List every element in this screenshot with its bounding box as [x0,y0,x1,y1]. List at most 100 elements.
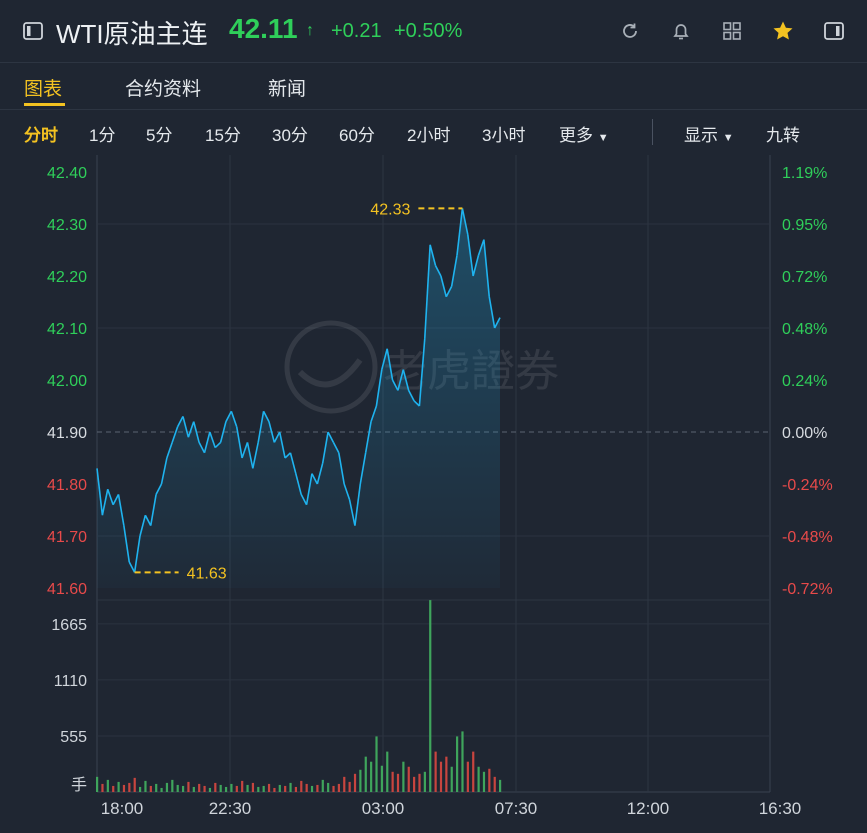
price-point [155,483,163,495]
volume-bar [128,782,131,792]
x-tick-label: 22:30 [209,799,252,818]
volume-bar [246,784,249,792]
volume-axis-label: 555 [60,729,87,746]
volume-bar [353,773,357,792]
volume-bar [112,785,115,792]
display-dropdown[interactable]: 显示 ▼ [684,121,734,146]
volume-bar [493,776,496,792]
percent-axis-label: -0.24% [782,477,833,494]
volume-bar [364,756,367,792]
star-favorite-icon[interactable] [770,18,796,44]
tab-contract-info[interactable]: 合约资料 [125,79,202,100]
volume-bar [171,779,174,792]
period-5min[interactable]: 5分 [146,126,173,145]
x-tick-label: 18:00 [101,799,144,818]
axis-labels: 18:00 22:30 03:00 07:30 12:00 16:30 42.40 1.19%… [47,165,833,818]
x-tick-label: 07:30 [495,799,538,818]
price-point [370,405,378,422]
volume-bar [380,765,383,792]
toolbar-divider [652,119,653,145]
grid-layout-icon[interactable] [719,18,745,44]
volume-bar [165,782,169,792]
period-2hour[interactable]: 2小时 [407,126,451,145]
period-3hour[interactable]: 3小时 [482,126,526,145]
period-1min[interactable]: 1分 [89,126,116,145]
price-point [182,416,190,438]
price-point [112,494,120,506]
period-60min[interactable]: 60分 [339,126,375,145]
more-label: 更多 [559,126,593,145]
price-point [402,369,410,391]
tab-chart[interactable]: 图表 [24,79,63,100]
price-axis-label: 42.20 [47,269,87,286]
volume-bar [337,783,340,792]
price-change-percent: +0.50% [394,20,463,42]
instrument-name: WTI原油主连 [56,19,208,49]
jiuzhuan-button[interactable]: 九转 [766,126,800,145]
price-point [187,421,195,438]
volume-bar [187,781,190,792]
volume-bar [466,761,469,792]
side-panel-icon[interactable] [821,18,847,44]
volume-bar [155,783,158,792]
period-timeshare[interactable]: 分时 [24,126,58,145]
more-periods-dropdown[interactable]: 更多 ▼ [559,121,609,146]
percent-axis-label: -0.72% [782,581,833,598]
bell-icon[interactable] [668,18,694,44]
volume-bar [181,785,185,792]
volume-bar [101,783,104,792]
price-axis-label: 41.70 [47,529,87,546]
price-point [321,431,329,464]
price-point [268,421,276,443]
price-point [327,431,335,443]
price-point [160,457,168,485]
price-point [295,473,302,495]
volume-unit-label: 手 [71,776,87,794]
price-point [133,535,141,573]
watermark: 老虎證券 [284,320,559,414]
volume-bar [423,771,426,792]
price-point [472,254,480,277]
volume-bar [418,773,421,792]
price-point [493,317,501,329]
volume-bar [251,782,255,792]
volume-bar [429,600,432,792]
price-area-fill [97,208,500,588]
price-point [343,483,351,500]
volume-bar [310,785,314,792]
price-line-series [96,208,501,573]
period-15min[interactable]: 15分 [205,126,241,145]
tab-news[interactable]: 新闻 [268,79,307,100]
price-point [483,239,491,297]
period-bar: 分时 1分 5分 15分 30分 60分 2小时 3小时 更多 ▼ 显示 ▼ 九… [0,110,867,155]
chevron-down-icon: ▼ [597,132,609,144]
volume-bar [300,780,303,792]
price-point [101,489,109,516]
x-tick-label: 16:30 [759,799,802,818]
period-30min[interactable]: 30分 [272,126,308,145]
price-point [128,561,136,573]
price-point [440,275,448,298]
low-price-label: 41.63 [187,565,227,582]
volume-bar [375,736,378,792]
price-point [397,369,405,391]
price-point [198,442,206,454]
volume-bar [224,786,228,792]
volume-bar [434,751,437,792]
sidebar-toggle-icon[interactable] [20,18,46,44]
price-point [225,410,233,422]
volume-bar [327,782,330,792]
volume-bar [208,787,212,792]
volume-bar [343,776,346,792]
refresh-icon[interactable] [617,18,643,44]
price-point [413,400,420,407]
price-point [144,514,152,526]
volume-bar [499,779,502,792]
volume-bar [203,785,206,792]
volume-bar [257,786,260,792]
price-point [203,431,211,454]
price-up-arrow-icon: ↑ [306,22,314,39]
x-tick-label: 12:00 [627,799,670,818]
volume-bar [144,780,147,792]
